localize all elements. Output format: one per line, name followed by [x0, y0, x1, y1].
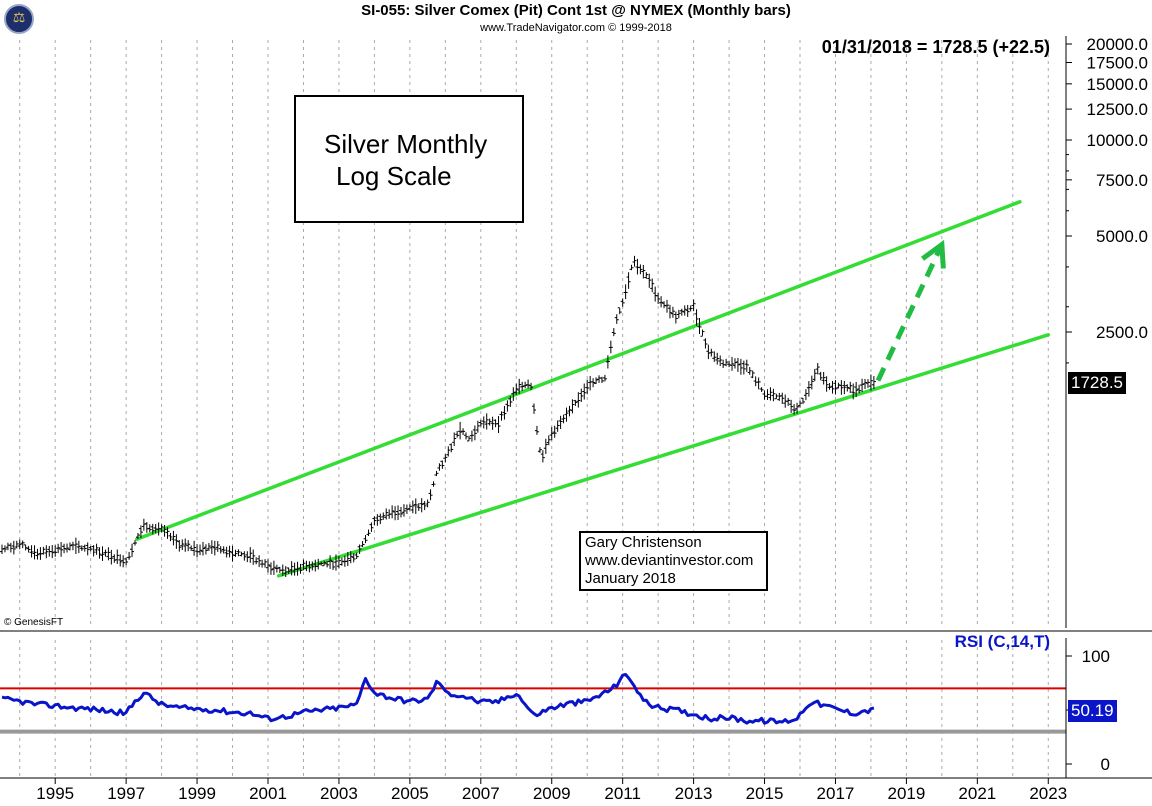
price-tick-label: 20000.0 [1087, 35, 1148, 54]
rsi-title: RSI (C,14,T) [954, 632, 1050, 651]
price-tick-label: 15000.0 [1087, 75, 1148, 94]
scales-icon: ⚖ [12, 10, 26, 26]
x-tick-label: 1997 [107, 784, 145, 803]
chart-subtitle: www.TradeNavigator.com © 1999-2018 [480, 22, 672, 34]
chart-title: SI-055: Silver Comex (Pit) Cont 1st @ NY… [361, 2, 791, 19]
author-date: January 2018 [585, 570, 676, 587]
x-tick-label: 2011 [604, 784, 641, 803]
annotation-line-1: Silver Monthly [324, 129, 488, 159]
x-tick-label: 2015 [746, 784, 784, 803]
x-tick-label: 2021 [958, 784, 996, 803]
price-tick-label: 7500.0 [1096, 171, 1148, 190]
projection-arrow-shaft [875, 243, 945, 382]
trend-channel [135, 200, 1051, 578]
rsi-panel [0, 673, 1066, 734]
x-tick-label: 2019 [887, 784, 925, 803]
rsi-tick-label: 0 [1101, 755, 1110, 774]
annotation-line-2: Log Scale [336, 161, 452, 191]
x-tick-label: 2007 [462, 784, 500, 803]
projection-arrow-head [921, 239, 946, 269]
copyright-label: © GenesisFT [4, 617, 64, 628]
x-tick-label: 2023 [1029, 784, 1067, 803]
price-tick-label: 5000.0 [1096, 227, 1148, 246]
trade-navigator-logo: ⚖ [4, 4, 34, 34]
channel-lower-line [276, 333, 1051, 578]
price-tick-label: 2500.0 [1096, 323, 1148, 342]
last-rsi-label: 50.19 [1068, 700, 1117, 722]
price-tick-label: 12500.0 [1087, 100, 1148, 119]
channel-upper-line [135, 200, 1022, 541]
x-tick-label: 2001 [249, 784, 287, 803]
x-tick-label: 1995 [36, 784, 74, 803]
x-tick-label: 2005 [391, 784, 429, 803]
author-website: www.deviantinvestor.com [585, 552, 754, 569]
rsi-line [1, 673, 875, 725]
x-tick-label: 2009 [533, 784, 571, 803]
price-tick-label: 17500.0 [1087, 53, 1148, 72]
annotation-box: Silver Monthly Log Scale [294, 95, 524, 223]
rsi-tick-label: 100 [1082, 647, 1110, 666]
author-name: Gary Christenson [585, 534, 702, 551]
x-tick-label: 1999 [178, 784, 216, 803]
x-tick-label: 2017 [817, 784, 855, 803]
x-tick-label: 2003 [320, 784, 358, 803]
last-price-label: 1728.5 [1068, 372, 1126, 394]
author-box: Gary Christenson www.deviantinvestor.com… [579, 531, 768, 591]
price-tick-label: 10000.0 [1087, 131, 1148, 150]
price-bars [0, 255, 876, 578]
x-tick-label: 2013 [675, 784, 713, 803]
last-quote: 01/31/2018 = 1728.5 (+22.5) [821, 37, 1050, 57]
